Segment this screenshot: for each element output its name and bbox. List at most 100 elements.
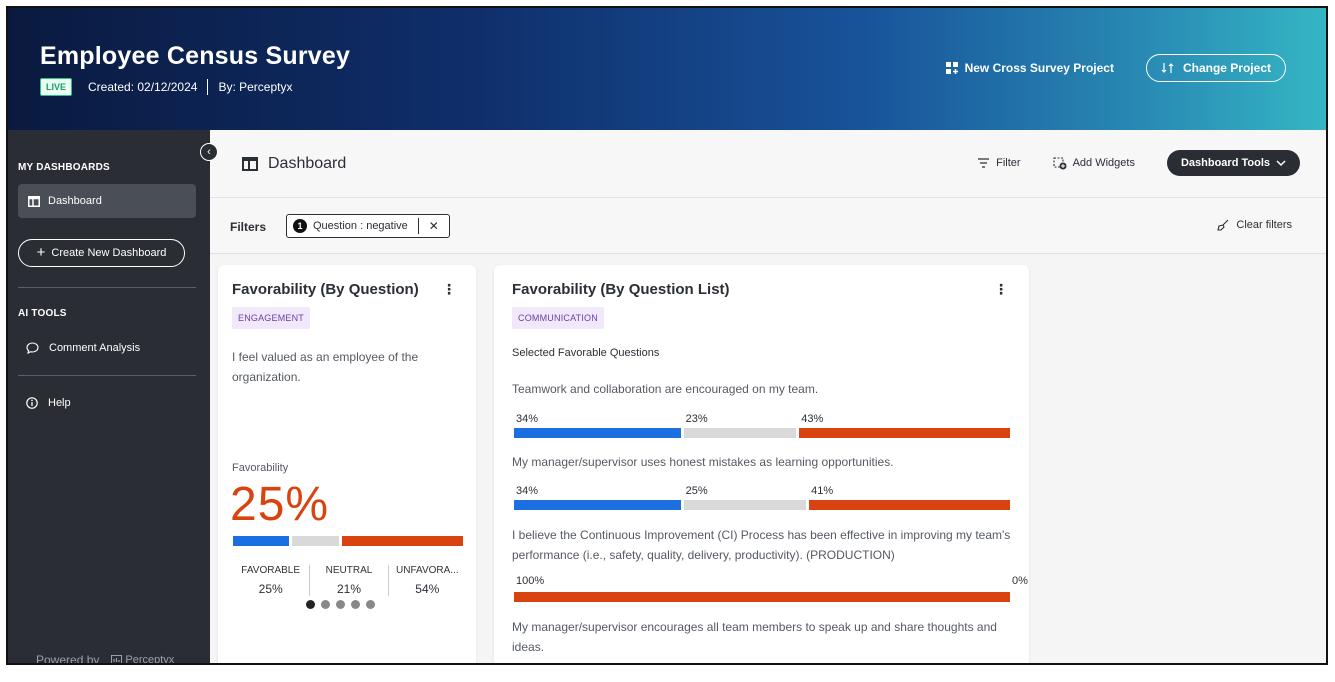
sidebar-item-help[interactable]: Help (26, 397, 71, 409)
chevron-down-icon (1276, 159, 1286, 166)
chevron-left-icon: ‹ (207, 146, 211, 158)
dashboard-icon (28, 195, 40, 207)
pagination-dot[interactable] (366, 600, 375, 609)
sidebar-section-dashboards: MY DASHBOARDS (18, 162, 110, 173)
pagination-dot[interactable] (336, 600, 345, 609)
dashboard-tools-label: Dashboard Tools (1180, 157, 1270, 169)
bar-segment-neutral (683, 428, 797, 438)
card-title: Favorability (By Question List) (512, 281, 730, 298)
toolbar-actions: Filter Add Widgets Dashboard Tools (977, 150, 1300, 176)
more-options-icon[interactable]: ⋮ (994, 281, 1008, 297)
pagination-dots (306, 600, 375, 609)
info-icon (26, 397, 38, 409)
percent-label: 100% (516, 575, 545, 587)
dashboard-toolbar: Dashboard Filter Add Widgets Dashboard T… (210, 130, 1326, 198)
sidebar-item-dashboard[interactable]: Dashboard (18, 184, 196, 218)
stat-favorable: FAVORABLE 25% (232, 565, 309, 596)
bar-segment-unfavorable (342, 536, 463, 546)
remove-filter-button[interactable]: ✕ (417, 218, 449, 234)
status-badge: LIVE (40, 78, 73, 96)
bar-segment-unfavorable (809, 500, 1010, 510)
clear-filters-button[interactable]: Clear filters (1216, 219, 1292, 231)
perceptyx-logo: Perceptyx (111, 654, 174, 663)
stat-neutral: NEUTRAL 21% (309, 565, 387, 596)
sidebar-item-label: Help (48, 397, 71, 409)
bar-segment-unfavorable (514, 592, 1010, 602)
add-widget-icon (1053, 156, 1067, 169)
favorability-by-question-card: Favorability (By Question) ⋮ ENGAGEMENT … (218, 265, 476, 663)
powered-by-label: Powered by (36, 653, 100, 665)
stat-label: FAVORABLE (241, 565, 301, 576)
swap-icon (1161, 63, 1174, 73)
more-options-icon[interactable]: ⋮ (442, 281, 456, 297)
filter-label: Filter (996, 157, 1021, 169)
stat-unfavorable: UNFAVORA... 54% (387, 565, 466, 596)
filter-chip[interactable]: 1 Question : negative ✕ (286, 214, 450, 238)
pagination-dot[interactable] (351, 600, 360, 609)
section-heading: Selected Favorable Questions (512, 347, 660, 359)
pagination-dot[interactable] (321, 600, 330, 609)
divider (207, 79, 209, 95)
percent-label: 0% (1012, 575, 1028, 587)
filter-icon (978, 158, 990, 168)
sidebar-item-comment-analysis[interactable]: Comment Analysis (26, 342, 140, 354)
change-project-button[interactable]: Change Project (1145, 54, 1286, 82)
collapse-sidebar-button[interactable]: ‹ (200, 143, 218, 161)
divider (18, 287, 196, 288)
created-by: By: Perceptyx (218, 80, 293, 94)
sidebar-item-label: Dashboard (48, 195, 102, 207)
card-title: Favorability (By Question) (232, 281, 419, 298)
created-date: Created: 02/12/2024 (88, 80, 198, 94)
question-text: I feel valued as an employee of the orga… (232, 350, 419, 384)
stat-label: UNFAVORA... (396, 565, 459, 576)
new-cross-survey-label: New Cross Survey Project (964, 61, 1114, 75)
bar-segment-unfavorable (799, 428, 1010, 438)
favorability-value: 25% (230, 478, 330, 531)
favorability-label: Favorability (232, 462, 289, 474)
broom-icon (1217, 219, 1229, 231)
bar-segment-neutral (292, 536, 340, 546)
divider (18, 375, 196, 376)
survey-meta: LIVE Created: 02/12/2024 By: Perceptyx (40, 78, 292, 96)
question-text: Teamwork and collaboration are encourage… (512, 382, 819, 396)
percent-label: 25% (685, 485, 708, 497)
chat-bubble-icon (26, 342, 39, 354)
bar-segment-favorable (233, 536, 289, 546)
create-dashboard-button[interactable]: + Create New Dashboard (18, 239, 185, 267)
question-text: My manager/supervisor encourages all tea… (512, 620, 997, 654)
sidebar: MY DASHBOARDS Dashboard + Create New Das… (8, 130, 210, 665)
dashboard-tools-button[interactable]: Dashboard Tools (1166, 150, 1300, 176)
add-widgets-button[interactable]: Add Widgets (1053, 156, 1135, 170)
stat-value: 25% (258, 582, 283, 596)
close-icon: ✕ (428, 219, 439, 233)
category-tag: ENGAGEMENT (232, 307, 311, 329)
percent-label: 23% (685, 413, 708, 425)
pagination-dot[interactable] (306, 600, 315, 609)
grid-plus-icon (945, 61, 958, 74)
survey-title: Employee Census Survey (40, 42, 351, 70)
bar-segment-favorable (514, 500, 681, 510)
filter-bar: Filters 1 Question : negative ✕ Clear fi… (210, 198, 1326, 254)
create-dashboard-label: Create New Dashboard (51, 247, 167, 259)
filter-count-badge: 1 (293, 219, 307, 233)
question-text: I believe the Continuous Improvement (CI… (512, 528, 1011, 562)
powered-by: Powered by Perceptyx (36, 653, 174, 665)
filters-label: Filters (230, 220, 267, 234)
category-tag: COMMUNICATION (512, 307, 604, 329)
add-widgets-label: Add Widgets (1072, 157, 1135, 169)
filter-button[interactable]: Filter (977, 157, 1021, 169)
page-title-text: Dashboard (268, 155, 347, 172)
percent-label: 43% (801, 413, 824, 425)
favorability-by-question-list-card: Favorability (By Question List) ⋮ COMMUN… (494, 265, 1029, 663)
stat-value: 21% (336, 582, 361, 596)
percent-label: 34% (516, 485, 539, 497)
percent-label: 41% (811, 485, 834, 497)
page-title: Dashboard (242, 155, 346, 173)
survey-header: Employee Census Survey LIVE Created: 02/… (8, 8, 1326, 130)
stat-label: NEUTRAL (325, 565, 373, 576)
plus-icon: + (36, 244, 46, 261)
new-cross-survey-button[interactable]: New Cross Survey Project (945, 61, 1114, 75)
dashboard-icon (242, 157, 258, 171)
sidebar-section-ai-tools: AI TOOLS (18, 308, 67, 319)
stat-value: 54% (415, 582, 440, 596)
